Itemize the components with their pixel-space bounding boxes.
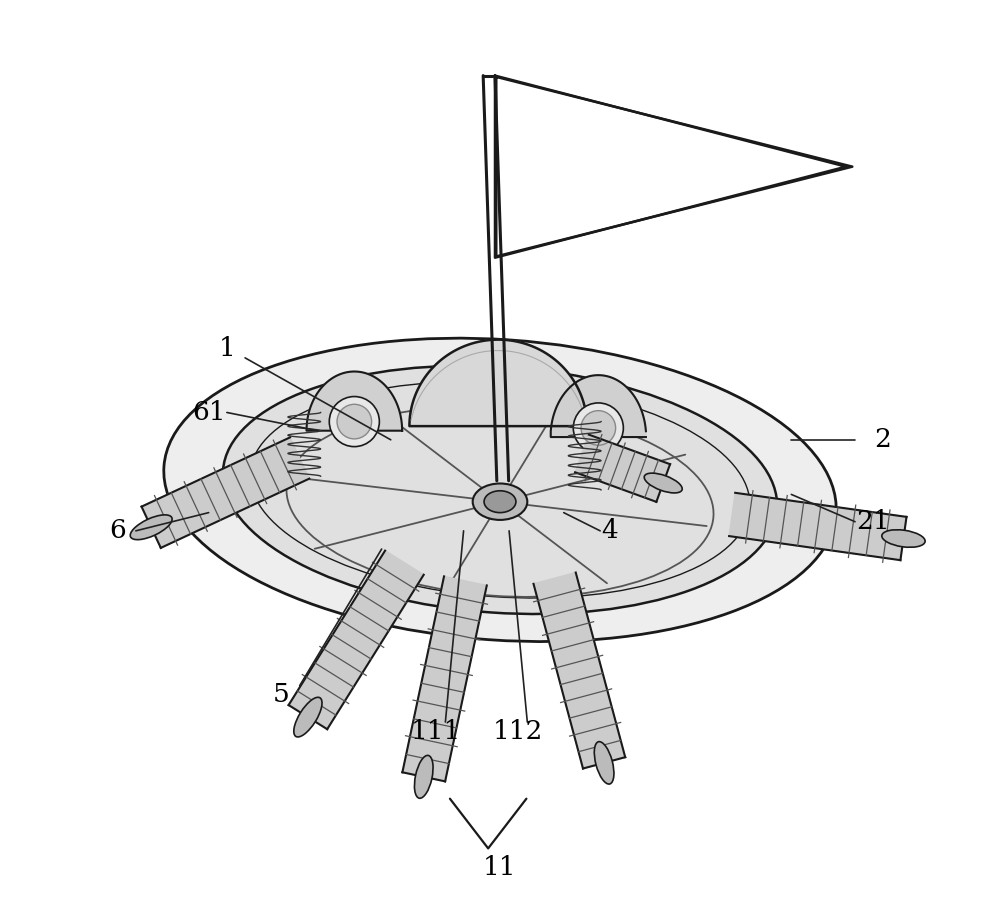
Ellipse shape — [414, 756, 433, 798]
Text: 1: 1 — [218, 336, 235, 361]
Polygon shape — [534, 572, 625, 769]
Ellipse shape — [130, 515, 172, 540]
Polygon shape — [307, 372, 402, 431]
Text: 11: 11 — [483, 856, 517, 880]
Text: 21: 21 — [856, 509, 890, 534]
Polygon shape — [729, 493, 907, 561]
Polygon shape — [289, 551, 424, 729]
Ellipse shape — [223, 365, 777, 614]
Ellipse shape — [484, 491, 516, 513]
Polygon shape — [575, 434, 670, 502]
Ellipse shape — [329, 397, 379, 447]
Text: 61: 61 — [192, 400, 225, 425]
Ellipse shape — [882, 529, 925, 547]
Ellipse shape — [164, 338, 836, 641]
Polygon shape — [142, 437, 309, 548]
Text: 2: 2 — [874, 427, 891, 453]
Text: 4: 4 — [601, 518, 618, 543]
Ellipse shape — [573, 403, 623, 453]
Ellipse shape — [581, 410, 616, 445]
Polygon shape — [402, 576, 487, 781]
Ellipse shape — [473, 484, 527, 520]
Polygon shape — [409, 340, 587, 426]
Ellipse shape — [594, 742, 614, 784]
Ellipse shape — [294, 697, 322, 737]
Text: 6: 6 — [109, 518, 126, 543]
Text: 112: 112 — [493, 719, 543, 744]
Ellipse shape — [644, 474, 682, 493]
Polygon shape — [551, 376, 646, 437]
Ellipse shape — [337, 404, 372, 439]
Text: 5: 5 — [273, 682, 290, 707]
Text: 111: 111 — [411, 719, 461, 744]
